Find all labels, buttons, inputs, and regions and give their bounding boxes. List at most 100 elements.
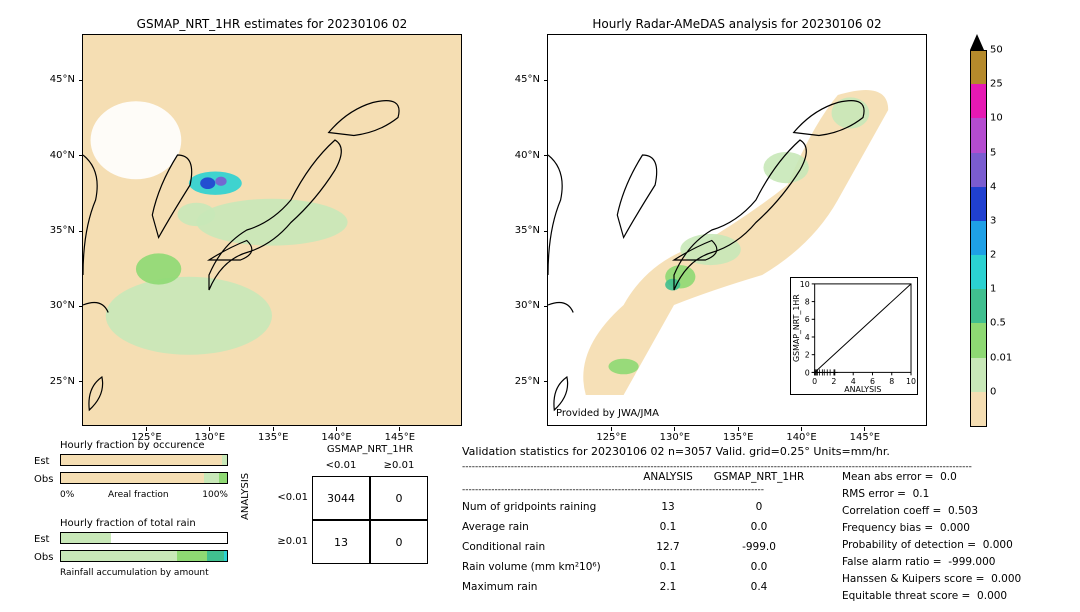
stats-left-row: Num of gridpoints raining130 <box>462 500 814 516</box>
map-left: GSMAP_NRT_1HR estimates for 20230106 02 … <box>82 34 462 426</box>
totalrain-bar <box>60 550 228 562</box>
colorbar-label: 0 <box>990 386 996 397</box>
bar-seg <box>61 551 177 561</box>
totalrain-bar <box>60 532 228 544</box>
xtick-label: 145°E <box>385 432 415 443</box>
ytick-label: 30°N <box>50 300 75 311</box>
colorbar-label: 5 <box>990 147 996 158</box>
totalrain-block: Hourly fraction of total rain EstObsRain… <box>34 518 234 529</box>
bar-seg <box>224 551 227 561</box>
ytick <box>79 306 83 307</box>
cont-col-label: <0.01 <box>312 460 370 471</box>
ytick <box>544 306 548 307</box>
cont-cell: 0 <box>370 520 428 564</box>
occurrence-xlabels: 0%Areal fraction100% <box>60 490 228 500</box>
occurrence-bar <box>60 454 228 466</box>
xtick <box>801 427 802 431</box>
colorbar-label: 0.01 <box>990 352 1012 363</box>
ytick <box>79 80 83 81</box>
ytick <box>79 381 83 382</box>
bar-seg <box>61 533 111 543</box>
svg-text:8: 8 <box>805 298 810 307</box>
cont-cell: 13 <box>312 520 370 564</box>
colorbar-seg <box>970 221 987 255</box>
colorbar-label: 25 <box>990 79 1003 90</box>
xtick-label: 140°E <box>786 432 816 443</box>
stats-right-row: Equitable threat score = 0.000 <box>842 589 1007 605</box>
cont-row-label: ≥0.01 <box>266 536 308 547</box>
bar-seg <box>222 455 227 465</box>
colorbar-label: 0.5 <box>990 318 1006 329</box>
xtick <box>209 427 210 431</box>
map-provider-label: Provided by JWA/JMA <box>556 408 659 419</box>
map-right: Hourly Radar-AMeDAS analysis for 2023010… <box>547 34 927 426</box>
colorbar-seg <box>970 153 987 187</box>
stats-right-row: Hanssen & Kuipers score = 0.000 <box>842 572 1021 588</box>
stats-left-row: Conditional rain12.7-999.0 <box>462 540 814 556</box>
occurrence-bar <box>60 472 228 484</box>
colorbar-label: 2 <box>990 250 996 261</box>
scatter-svg: 02468100246810+++++++++++ANALYSISGSMAP_N… <box>791 278 917 394</box>
svg-text:ANALYSIS: ANALYSIS <box>844 385 881 394</box>
map-left-svg <box>83 35 461 425</box>
svg-text:8: 8 <box>889 377 894 386</box>
colorbar-top-triangle <box>970 34 984 50</box>
occurrence-block: Hourly fraction by occurence EstObs0%Are… <box>34 440 234 451</box>
stats-left-row: Rain volume (mm km²10⁶)0.10.0 <box>462 560 814 576</box>
svg-text:10: 10 <box>800 280 810 289</box>
svg-text:4: 4 <box>805 333 810 342</box>
ytick-label: 35°N <box>515 225 540 236</box>
xtick <box>738 427 739 431</box>
stats-right-row: Correlation coeff = 0.503 <box>842 504 978 520</box>
colorbar: 502510543210.50.010 <box>970 34 1030 426</box>
ytick <box>544 155 548 156</box>
stats-dashes-2: ----------------------------------------… <box>462 484 822 498</box>
ytick-label: 40°N <box>515 150 540 161</box>
stats-right-row: Probability of detection = 0.000 <box>842 538 1013 554</box>
xtick <box>611 427 612 431</box>
colorbar-label: 3 <box>990 215 996 226</box>
bar-seg <box>61 455 222 465</box>
xtick-label: 125°E <box>596 432 626 443</box>
colorbar-label: 50 <box>990 45 1003 56</box>
cont-cell: 3044 <box>312 476 370 520</box>
row-label: Obs <box>34 474 53 485</box>
stats-title: Validation statistics for 20230106 02 n=… <box>462 444 1062 461</box>
ytick <box>544 80 548 81</box>
xtick <box>146 427 147 431</box>
colorbar-seg <box>970 255 987 289</box>
xtick <box>399 427 400 431</box>
svg-text:6: 6 <box>805 315 810 324</box>
colorbar-seg <box>970 50 987 85</box>
ytick <box>79 231 83 232</box>
svg-text:10: 10 <box>906 377 916 386</box>
colorbar-seg <box>970 289 987 323</box>
svg-text:GSMAP_NRT_1HR: GSMAP_NRT_1HR <box>792 294 801 362</box>
scatter-inset: 02468100246810+++++++++++ANALYSISGSMAP_N… <box>790 277 918 395</box>
svg-text:+: + <box>831 367 839 378</box>
cont-col-label: ≥0.01 <box>370 460 428 471</box>
stats-left-row: Average rain0.10.0 <box>462 520 814 536</box>
bar-seg <box>204 473 219 483</box>
xtick <box>864 427 865 431</box>
svg-text:0: 0 <box>805 368 810 377</box>
xtick <box>674 427 675 431</box>
ytick-label: 45°N <box>515 74 540 85</box>
ytick-label: 35°N <box>50 225 75 236</box>
xtick-label: 135°E <box>258 432 288 443</box>
row-label: Est <box>34 456 49 467</box>
colorbar-seg <box>970 358 987 392</box>
ytick <box>79 155 83 156</box>
stats-right-row: False alarm ratio = -999.000 <box>842 555 995 571</box>
colorbar-label: 4 <box>990 181 996 192</box>
stats-left-row: Maximum rain2.10.4 <box>462 580 814 596</box>
colorbar-label: 10 <box>990 113 1003 124</box>
svg-text:2: 2 <box>805 351 810 360</box>
colorbar-seg <box>970 323 987 357</box>
map-left-title: GSMAP_NRT_1HR estimates for 20230106 02 <box>83 17 461 31</box>
ytick-label: 25°N <box>50 376 75 387</box>
xtick-label: 140°E <box>321 432 351 443</box>
xtick <box>336 427 337 431</box>
bar-seg <box>177 551 207 561</box>
totalrain-footer: Rainfall accumulation by amount <box>60 568 209 578</box>
